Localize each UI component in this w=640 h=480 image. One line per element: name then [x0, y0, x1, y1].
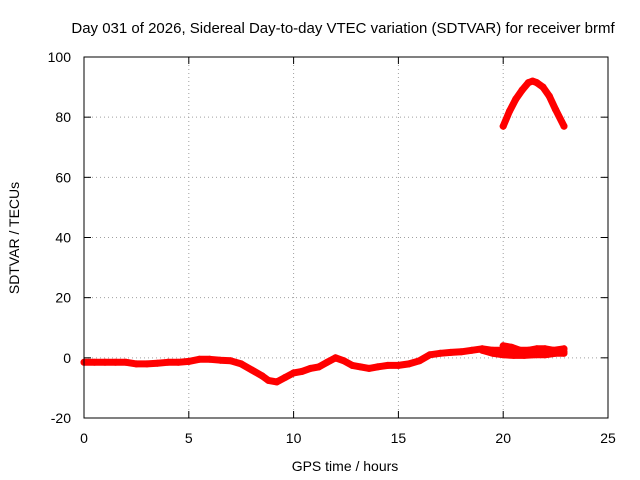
data-point — [468, 346, 476, 354]
data-point — [122, 358, 130, 366]
data-point — [506, 107, 513, 115]
data-point — [164, 358, 172, 366]
data-point — [306, 364, 314, 372]
data-point — [447, 348, 455, 356]
data-point — [512, 95, 520, 103]
data-point — [478, 346, 486, 354]
data-point — [132, 360, 140, 368]
data-point — [373, 363, 381, 371]
data-point — [315, 363, 323, 371]
data-point — [533, 345, 541, 353]
x-tick-label: 5 — [185, 430, 193, 446]
data-point — [111, 358, 119, 366]
data-point — [91, 358, 98, 366]
data-point — [143, 360, 151, 368]
data-point — [273, 378, 281, 386]
data-point — [489, 349, 497, 357]
data-point — [415, 357, 423, 365]
y-tick-label: 0 — [63, 350, 71, 366]
data-point — [499, 122, 507, 130]
data-point — [516, 346, 524, 354]
data-point — [153, 359, 161, 367]
axis-ticks — [83, 56, 609, 419]
data-point — [508, 343, 516, 351]
chart-title: Day 031 of 2026, Sidereal Day-to-day VTE… — [71, 20, 615, 37]
y-tick-labels: -20 0 20 40 60 80 100 — [48, 49, 72, 426]
data-point — [281, 373, 289, 381]
x-tick-label: 25 — [600, 430, 616, 446]
data-point — [298, 367, 306, 375]
data-point — [365, 364, 373, 372]
data-point — [560, 122, 568, 130]
x-tick-label: 15 — [391, 430, 407, 446]
data-point — [340, 357, 348, 365]
data-point — [499, 342, 507, 350]
y-axis-label: SDTVAR / TECUs — [6, 182, 22, 294]
data-point — [539, 83, 547, 91]
data-point — [533, 79, 541, 87]
y-tick-label: 20 — [55, 290, 71, 306]
data-point — [101, 358, 109, 366]
data-point — [357, 363, 365, 371]
data-point — [499, 351, 507, 359]
y-tick-label: 100 — [48, 49, 72, 65]
data-point — [290, 369, 298, 377]
data-point — [237, 360, 245, 368]
data-point — [405, 360, 413, 368]
data-point — [384, 361, 392, 369]
data-point — [524, 346, 532, 354]
series-sdtvar-arc — [499, 77, 568, 130]
y-tick-label: 40 — [55, 230, 71, 246]
data-point — [258, 372, 266, 380]
data-point — [394, 361, 402, 369]
data-point — [541, 345, 549, 353]
data-point — [426, 351, 434, 359]
series-sdtvar-upper-band — [499, 342, 568, 354]
data-point — [227, 357, 235, 365]
data-point — [195, 355, 203, 363]
data-point — [436, 349, 444, 357]
data-point — [323, 358, 331, 366]
data-point — [248, 366, 256, 374]
y-tick-label: -20 — [51, 410, 71, 426]
series-line — [499, 77, 568, 130]
data-point — [332, 354, 339, 362]
x-axis-label: GPS time / hours — [292, 458, 399, 474]
x-tick-label: 10 — [286, 430, 302, 446]
data-point — [550, 346, 557, 354]
data-point — [185, 357, 193, 365]
data-point — [510, 351, 518, 359]
data-point — [457, 348, 465, 356]
data-point — [216, 356, 224, 364]
series-layer — [80, 77, 568, 386]
data-point — [545, 92, 553, 100]
data-point — [560, 345, 568, 353]
data-point — [264, 376, 272, 384]
x-tick-label: 20 — [495, 430, 511, 446]
data-point — [552, 106, 560, 114]
x-tick-labels: 0 5 10 15 20 25 — [80, 430, 616, 446]
data-point — [541, 351, 549, 359]
x-tick-label: 0 — [80, 430, 88, 446]
data-point — [518, 86, 526, 94]
y-tick-label: 60 — [55, 169, 71, 185]
data-point — [348, 361, 356, 369]
data-point — [174, 358, 182, 366]
data-point — [206, 355, 214, 363]
y-tick-label: 80 — [55, 109, 71, 125]
